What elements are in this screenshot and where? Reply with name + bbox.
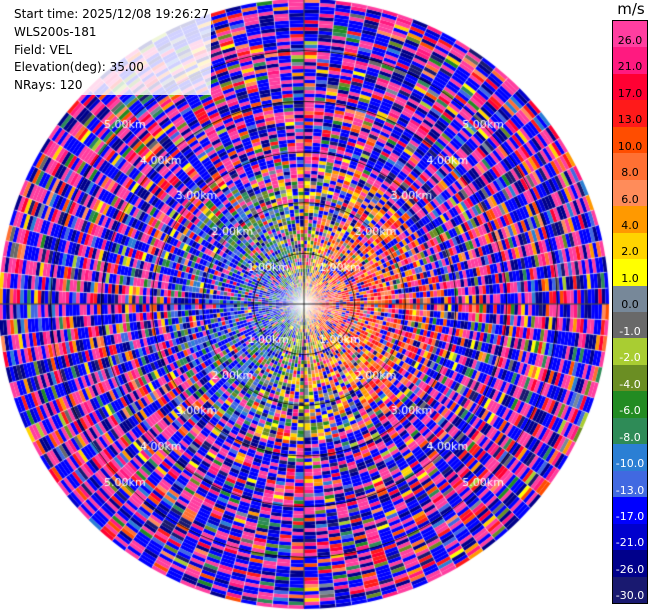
colorbar-tick-label: 0.0 (621, 298, 639, 312)
nrays-label: NRays: 120 (14, 78, 83, 93)
colorbar-segment (613, 391, 647, 419)
colorbar-tick-label: -8.0 (619, 430, 641, 444)
colorbar-segment (613, 576, 647, 604)
colorbar-tick-label: -26.0 (615, 562, 645, 576)
colorbar-segment (613, 285, 647, 313)
colorbar-tick-label: -21.0 (615, 536, 645, 550)
start-time-label: Start time: 2025/12/08 19:26:27 (14, 7, 209, 21)
colorbar-tick-label: -17.0 (615, 510, 645, 524)
colorbar-tick-label: -2.0 (619, 351, 641, 365)
colorbar-tick-label: 17.0 (617, 86, 643, 100)
colorbar-tick-label: -13.0 (615, 483, 645, 497)
colorbar-segment (613, 523, 647, 551)
colorbar-unit: m/s (617, 0, 645, 18)
field-label: Field: VEL (14, 42, 73, 57)
colorbar-tick-label: 26.0 (617, 33, 643, 47)
colorbar-segment (613, 470, 647, 498)
colorbar-segment (613, 417, 647, 445)
elevation-label: Elevation(deg): 35.00 (14, 60, 144, 75)
colorbar-tick-label: -1.0 (619, 324, 641, 338)
colorbar-segment (613, 364, 647, 392)
colorbar-segment (613, 73, 647, 101)
colorbar-segment (613, 100, 647, 128)
colorbar-tick-label: 1.0 (621, 271, 639, 285)
colorbar-segment (613, 444, 647, 472)
instrument-label: WLS200s-181 (14, 24, 97, 39)
colorbar-segment (613, 338, 647, 366)
colorbar-tick-label: 21.0 (617, 60, 643, 74)
colorbar-tick-label: -4.0 (619, 377, 641, 391)
colorbar-tick-label: 8.0 (621, 166, 639, 180)
colorbar-tick-label: 6.0 (621, 192, 639, 206)
velocity-colorbar: 26.0 21.0 17.0 13.0 10.0 8.0 6.0 4.0 2.0 1.0 0.0 -1… (612, 20, 648, 604)
colorbar-segment (613, 232, 647, 260)
colorbar-segment (613, 47, 647, 75)
colorbar-segment (613, 153, 647, 181)
colorbar-tick-label: -10.0 (615, 457, 645, 471)
colorbar-tick-label: 2.0 (621, 245, 639, 259)
ppi-velocity-plot (0, 0, 610, 610)
colorbar-segment (613, 179, 647, 207)
colorbar-tick-label: 10.0 (617, 139, 643, 153)
colorbar-tick-label: -6.0 (619, 404, 641, 418)
colorbar-segment (613, 497, 647, 525)
colorbar-segment (613, 259, 647, 287)
colorbar-segment (613, 312, 647, 339)
colorbar-tick-label: 13.0 (617, 113, 643, 127)
colorbar-tick-label: 4.0 (621, 219, 639, 233)
colorbar-segment (613, 126, 647, 154)
scan-info-box: Start time: 2025/12/08 19:26:27 WLS200s-… (12, 6, 211, 95)
colorbar-tick-label: -30.0 (615, 589, 645, 603)
colorbar-segment (613, 206, 647, 234)
colorbar-segment (613, 550, 647, 578)
colorbar-segment (613, 21, 647, 48)
